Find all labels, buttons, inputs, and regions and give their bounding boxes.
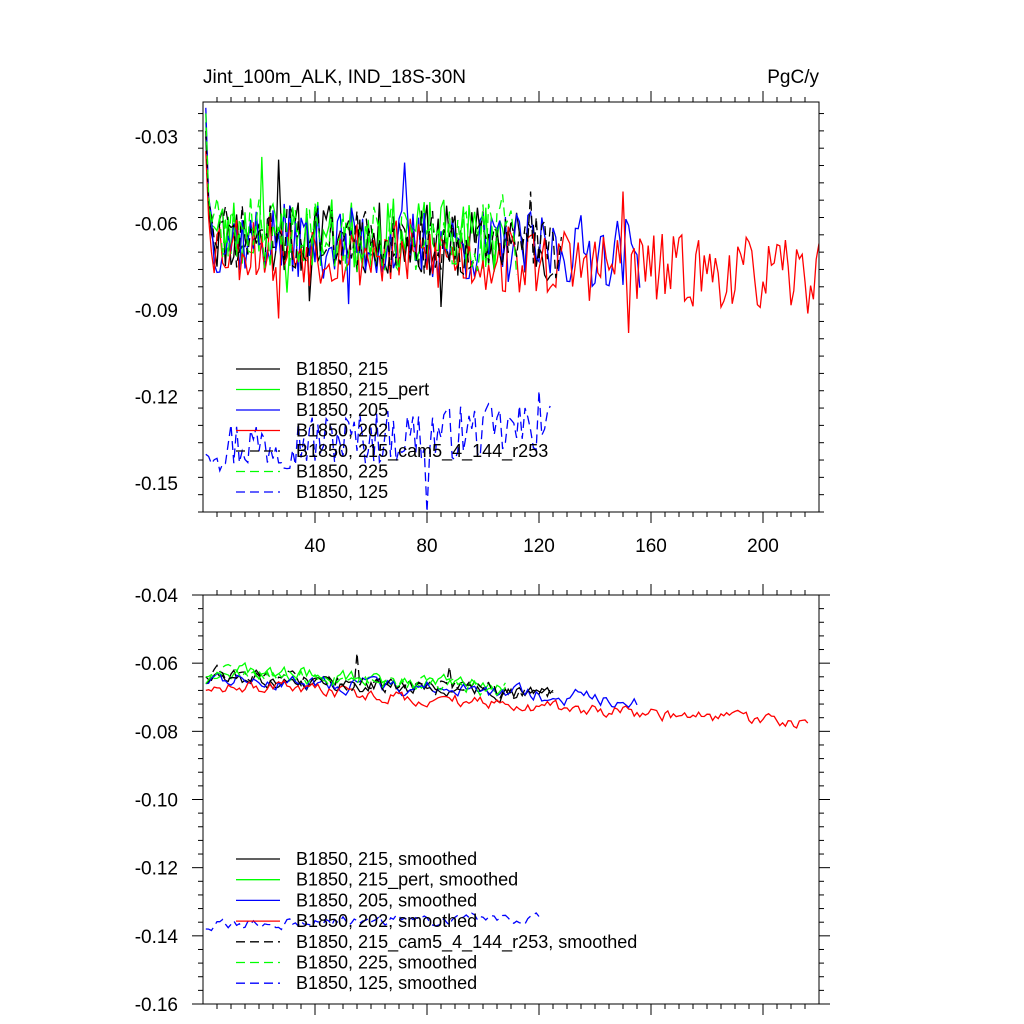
y-tick-label: -0.09 <box>135 301 178 322</box>
legend-label: B1850, 125 <box>296 482 388 502</box>
legend-label: B1850, 125, smoothed <box>296 973 477 993</box>
chart-title: Jint_100m_ALK, IND_18S-30N <box>203 67 466 88</box>
series-line-5 <box>205 113 518 275</box>
x-tick-label: 200 <box>747 536 779 557</box>
legend-label: B1850, 215_pert, smoothed <box>296 870 518 891</box>
series-line-6 <box>205 390 551 512</box>
y-tick-label: -0.04 <box>135 586 179 607</box>
series-line-4 <box>205 652 554 700</box>
series-line-2 <box>205 672 638 709</box>
series-line-5 <box>205 663 506 697</box>
y-tick-label: -0.10 <box>135 791 178 812</box>
y-tick-label: -0.03 <box>135 128 178 149</box>
legend-label: B1850, 215_pert <box>296 380 429 401</box>
y-tick-label: -0.06 <box>135 654 178 675</box>
legend-label: B1850, 202, smoothed <box>296 911 477 931</box>
x-tick-label: 80 <box>416 536 437 557</box>
bottom-panel: -0.04 -0.06 -0.08 -0.10 -0.12 -0.14 -0.16 B1850… <box>135 584 830 1016</box>
legend-label: B1850, 225, smoothed <box>296 953 477 973</box>
y-tick-label: -0.15 <box>135 474 178 495</box>
legend-label: B1850, 215, smoothed <box>296 849 477 869</box>
series-line-6 <box>205 912 540 932</box>
legend-label: B1850, 202 <box>296 421 388 441</box>
series-line-3 <box>205 151 819 334</box>
legend-label: B1850, 215 <box>296 359 388 379</box>
x-tick-label: 40 <box>304 536 325 557</box>
legend-label: B1850, 215_cam5_4_144_r253 <box>296 441 548 462</box>
y-tick-label: -0.12 <box>135 859 178 880</box>
series-line-4 <box>205 130 563 279</box>
legend-label: B1850, 225 <box>296 462 388 482</box>
legend-label: B1850, 205, smoothed <box>296 890 477 910</box>
y-tick-label: -0.12 <box>135 388 178 409</box>
legend-label: B1850, 215_cam5_4_144_r253, smoothed <box>296 932 637 953</box>
units-label: PgC/y <box>767 67 819 88</box>
series-line-1 <box>205 661 506 693</box>
y-tick-label: -0.08 <box>135 722 178 743</box>
x-tick-label: 160 <box>635 536 667 557</box>
series-line-3 <box>205 679 809 729</box>
y-tick-label: -0.14 <box>135 927 179 948</box>
y-tick-label: -0.06 <box>135 214 178 235</box>
x-tick-label: 120 <box>523 536 555 557</box>
y-tick-label: -0.16 <box>135 995 178 1016</box>
legend-label: B1850, 205 <box>296 400 388 420</box>
top-panel: Jint_100m_ALK, IND_18S-30N PgC/y 40 80 120 16… <box>135 67 824 557</box>
series-line-0 <box>205 669 554 704</box>
